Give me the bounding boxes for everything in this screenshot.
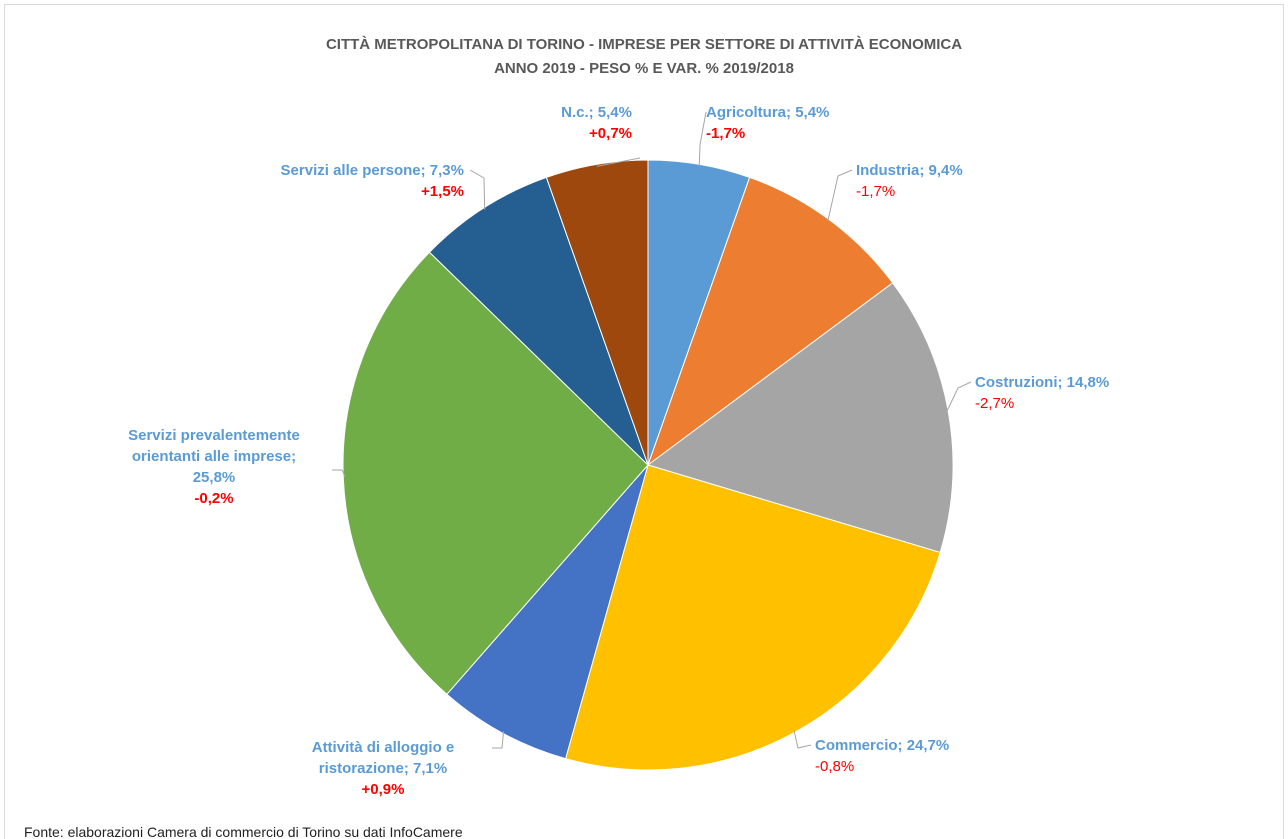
leader-line [945,381,972,413]
change-label: +0,9% [361,781,405,798]
category-label: Attività di alloggio e ristorazione; [311,739,455,777]
category-label: Industria; [856,162,925,179]
data-label: Agricoltura; 5,4% -1,7% [706,102,906,144]
data-label: Servizi alle persone; 7,3% +1,5% [214,160,464,202]
data-label: Commercio; 24,7% -0,8% [815,735,1035,777]
pie-slice [646,282,954,554]
leader-line [596,157,641,167]
value-label: 5,4% [597,104,632,121]
value-label: 24,7% [906,737,950,754]
chart-subtitle: ANNO 2019 - PESO % E VAR. % 2019/2018 [494,60,794,77]
leader-line [332,469,346,478]
category-label: Commercio; [815,737,903,754]
category-label: Costruzioni; [975,374,1063,391]
leader-line [793,730,812,749]
value-label: 7,1% [412,760,448,777]
pie-slice [446,464,649,760]
value-label: 5,4% [795,104,830,121]
pie-slice [564,464,941,771]
category-label: Agricoltura; [706,104,792,121]
category-label: N.c.; [561,104,594,121]
change-label: -2,7% [975,395,1015,412]
source-note: Fonte: elaborazioni Camera di commercio … [24,824,463,839]
change-label: +1,5% [421,183,464,200]
category-label: Servizi prevalentemente orientanti alle … [128,427,300,465]
value-label: 9,4% [928,162,963,179]
category-label: Servizi alle persone; [280,162,426,179]
chart-title: CITTÀ METROPOLITANA DI TORINO - IMPRESE … [325,36,963,53]
pie-slice [545,159,649,466]
change-label: +0,7% [589,125,632,142]
chart-frame [4,4,1284,839]
data-label: Attività di alloggio e ristorazione; 7,1… [278,737,488,800]
change-label: -0,2% [194,490,234,507]
data-label: Costruzioni; 14,8% -2,7% [975,372,1195,414]
data-label: Servizi prevalentemente orientanti alle … [94,425,334,509]
data-label: Industria; 9,4% -1,7% [856,160,1056,202]
pie-slice [428,176,649,466]
pie-slice [342,251,649,695]
value-label: 25,8% [192,469,236,486]
data-label: N.c.; 5,4% +0,7% [432,102,632,144]
value-label: 14,8% [1066,374,1110,391]
change-label: -1,7% [856,183,896,200]
leader-line [469,169,486,210]
value-label: 7,3% [429,162,464,179]
pie-slice [646,176,894,467]
change-label: -1,7% [706,125,746,142]
leader-line [698,111,707,167]
leader-line [492,731,505,749]
change-label: -0,8% [815,758,855,775]
leader-line [827,169,853,222]
